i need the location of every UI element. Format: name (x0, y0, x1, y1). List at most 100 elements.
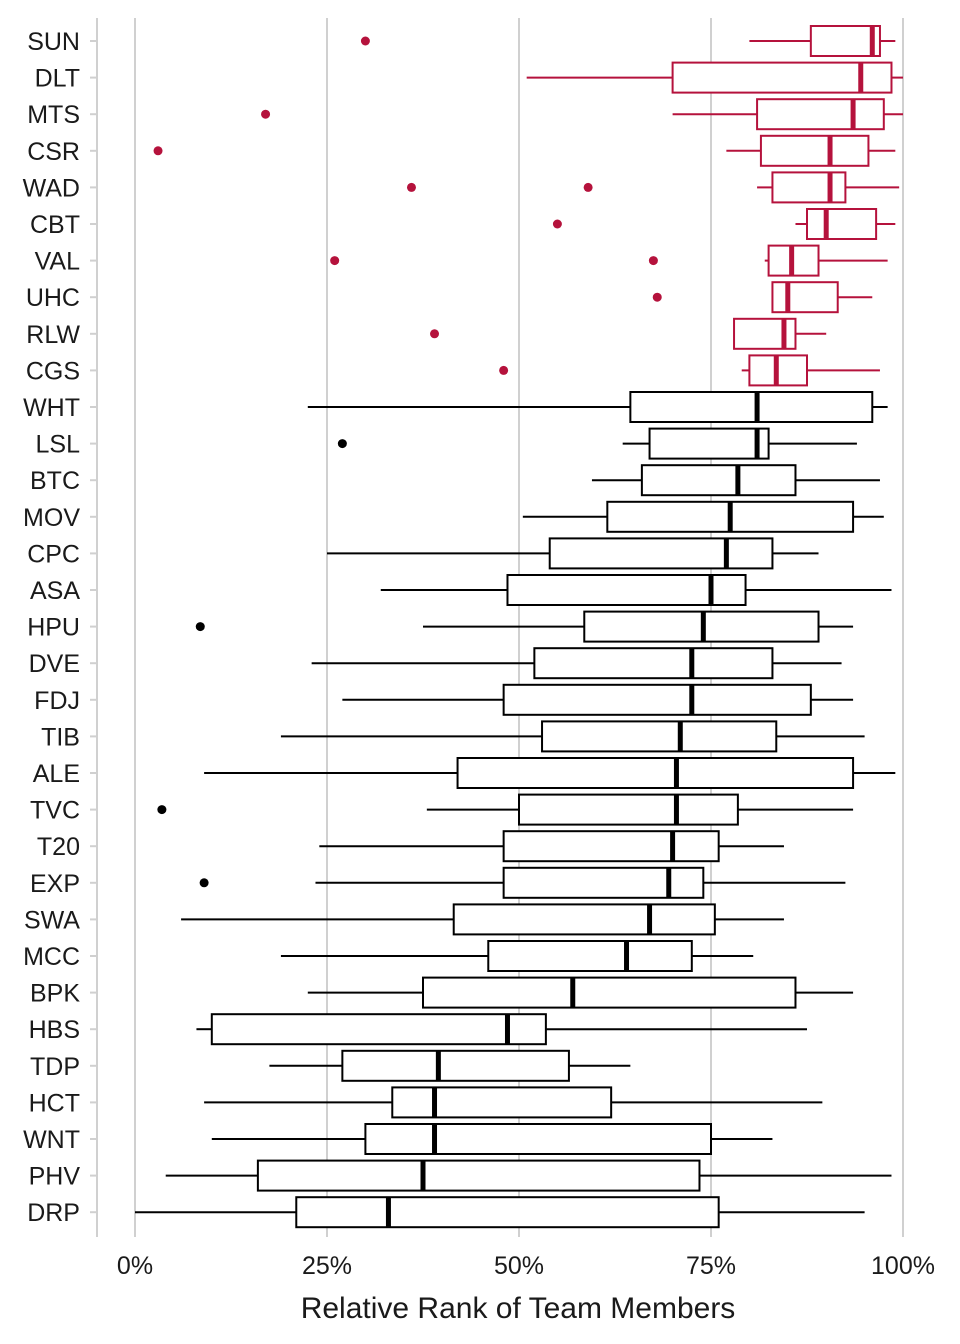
box-phv (165, 1159, 892, 1192)
y-tick-label: PHV (29, 1163, 81, 1191)
box-asa (380, 574, 892, 606)
y-tick-label: SUN (27, 28, 80, 56)
box-hct (204, 1086, 823, 1119)
x-tick-label: 25% (302, 1252, 352, 1280)
outlier-point (648, 256, 658, 266)
iqr-box (487, 940, 693, 972)
x-tick-label: 75% (686, 1252, 736, 1280)
y-tick-label: TDP (30, 1053, 80, 1081)
x-tick-label: 100% (871, 1252, 935, 1280)
y-tick-label: LSL (36, 431, 81, 459)
y-tick-label: DLT (35, 65, 80, 93)
outlier-point (195, 622, 205, 632)
box-swa (181, 903, 784, 936)
box-hpu (195, 610, 854, 643)
y-tick-label: UHC (26, 284, 80, 312)
iqr-box (806, 208, 878, 240)
y-tick-label: EXP (30, 870, 80, 898)
box-lsl (337, 427, 857, 460)
box-ale (204, 757, 896, 789)
iqr-box (671, 61, 893, 94)
y-tick-label: CBT (30, 211, 80, 239)
y-tick-label: CPC (27, 540, 80, 568)
iqr-box (341, 1049, 570, 1082)
iqr-box (506, 574, 747, 606)
box-wht (307, 391, 888, 423)
y-tick-label: BTC (30, 467, 80, 495)
iqr-box (502, 830, 720, 863)
box-hbs (196, 1013, 807, 1046)
box-dlt (526, 61, 903, 94)
y-tick-label: VAL (35, 248, 80, 276)
y-tick-label: TVC (30, 797, 80, 825)
iqr-box (809, 25, 881, 57)
box-btc (591, 464, 880, 497)
outlier-point (330, 256, 340, 266)
y-tick-label: DRP (27, 1199, 80, 1227)
iqr-box (502, 683, 812, 716)
box-mov (522, 500, 884, 533)
box-rlw (430, 317, 827, 350)
iqr-box (391, 1086, 613, 1119)
iqr-box (629, 391, 874, 423)
y-tick-label: RLW (26, 321, 80, 349)
y-tick-label: ALE (33, 760, 80, 788)
outlier-point (157, 805, 167, 815)
y-tick-label: WHT (23, 394, 80, 422)
box-drp (135, 1196, 865, 1229)
box-exp (199, 866, 846, 899)
y-tick-label: HPU (27, 614, 80, 642)
iqr-box (364, 1123, 712, 1155)
boxes (135, 25, 903, 1229)
box-cbt (552, 208, 896, 240)
iqr-box (518, 793, 739, 826)
box-cpc (327, 537, 819, 570)
outlier-point (652, 292, 662, 302)
iqr-box (771, 171, 847, 204)
iqr-box (422, 976, 797, 1009)
box-tvc (157, 793, 854, 826)
y-tick-label: FDJ (34, 687, 80, 715)
box-tib (280, 720, 865, 753)
box-bpk (307, 976, 854, 1009)
y-tick-label: MCC (23, 943, 80, 971)
iqr-box (759, 134, 870, 167)
box-uhc (652, 281, 873, 314)
y-tick-label: DVE (29, 650, 80, 678)
y-tick-label: T20 (37, 833, 80, 861)
iqr-box (548, 537, 774, 570)
iqr-box (456, 757, 855, 789)
box-mcc (280, 940, 754, 972)
box-tdp (269, 1049, 631, 1082)
iqr-box (756, 98, 885, 131)
y-tick-label: BPK (30, 980, 80, 1008)
outlier-point (261, 109, 271, 119)
iqr-box (533, 647, 774, 680)
x-tick-label: 50% (494, 1252, 544, 1280)
box-cgs (499, 354, 880, 387)
y-tick-label: WNT (23, 1126, 80, 1154)
y-tick-label: CSR (27, 138, 80, 166)
y-tick-label: ASA (30, 577, 80, 605)
box-wnt (211, 1123, 773, 1155)
x-axis-title: Relative Rank of Team Members (301, 1292, 736, 1325)
iqr-box (640, 464, 797, 497)
iqr-box (295, 1196, 720, 1229)
y-tick-label: HBS (29, 1016, 80, 1044)
box-t20 (319, 830, 784, 863)
iqr-box (771, 281, 839, 314)
outlier-point (552, 219, 562, 229)
box-csr (153, 134, 896, 167)
y-tick-label: MTS (27, 101, 80, 129)
box-mts (261, 98, 903, 131)
outlier-point (337, 439, 347, 449)
iqr-box (256, 1159, 701, 1192)
y-tick-label: MOV (23, 504, 80, 532)
y-tick-label: CGS (26, 357, 80, 385)
iqr-box (541, 720, 778, 753)
outlier-point (583, 182, 593, 192)
outlier-point (199, 878, 209, 888)
x-tick-labels: 0% 25% 50% 75% 100% (117, 1252, 935, 1280)
box-val (330, 244, 888, 277)
